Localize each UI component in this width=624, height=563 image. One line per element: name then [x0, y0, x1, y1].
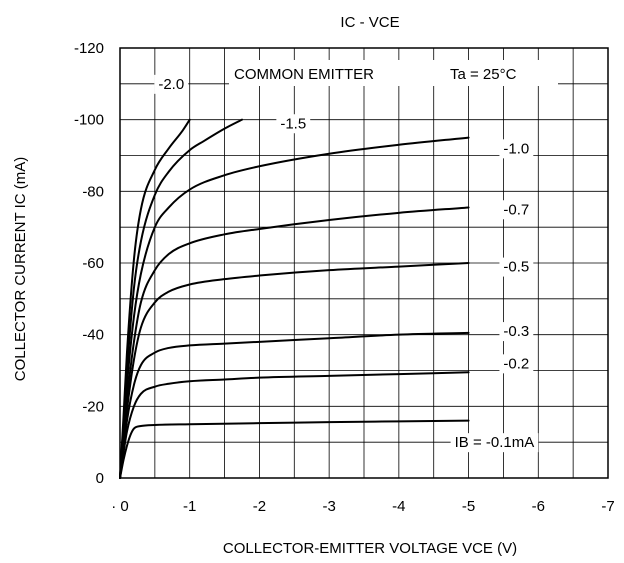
curve-label-2: -0.3: [503, 323, 529, 340]
curve-label-3: -0.5: [503, 259, 529, 276]
series-curve-7: [119, 118, 191, 479]
chart-title: IC - VCE: [340, 14, 399, 31]
y-axis-label: COLLECTOR CURRENT IC (mA): [12, 157, 29, 381]
x-tick-label: -5: [462, 498, 475, 515]
series-curve-0: [119, 419, 470, 479]
curve-label-backdrop: [499, 200, 534, 220]
curve-label-0: IB = -0.1mA: [455, 434, 535, 451]
curve-label-backdrop: [450, 433, 539, 453]
x-tick-label: -3: [322, 498, 335, 515]
curves: [119, 118, 470, 479]
curve-labels: IB = -0.1mA -0.2 -0.3 -0.5 -0.7 -1.0 -1.5 -2.0: [154, 74, 539, 453]
curve-label-backdrop: [154, 74, 189, 94]
plot-frame: [119, 47, 609, 479]
series-curve-3: [119, 262, 470, 479]
x-tick-label: -6: [532, 498, 545, 515]
curve-label-4: -0.7: [503, 201, 529, 218]
curve-label-6: -1.5: [280, 115, 306, 132]
x-tick-label: · 0: [111, 498, 129, 515]
grid: [120, 48, 608, 478]
curve-label-7: -2.0: [158, 76, 184, 93]
curve-label-backdrop: [276, 114, 311, 134]
curve-label-1: -0.2: [503, 355, 529, 372]
series-curve-4: [119, 206, 470, 479]
annotation-backdrop: [229, 60, 558, 86]
annotation-common-emitter: COMMON EMITTER: [234, 66, 374, 83]
annotation-temperature: Ta = 25°C: [450, 66, 517, 83]
x-tick-label: -7: [601, 498, 614, 515]
y-tick-label: -20: [82, 398, 104, 415]
y-tick-label: -80: [82, 183, 104, 200]
y-tick-label: -40: [82, 327, 104, 344]
curve-label-5: -1.0: [503, 140, 529, 157]
series-curve-1: [119, 371, 470, 479]
y-tick-label: -100: [74, 112, 104, 129]
tick-labels: · 0 -1 -2 -3 -4 -5 -6 -7 0 -20 -40 -60 -80 -100 -120: [74, 40, 615, 515]
series-curve-2: [119, 331, 470, 479]
curve-label-backdrop: [499, 354, 534, 374]
y-tick-label: -120: [74, 40, 104, 57]
x-tick-label: -4: [392, 498, 405, 515]
x-axis-label: COLLECTOR-EMITTER VOLTAGE VCE (V): [223, 540, 517, 557]
curve-label-backdrop: [499, 257, 534, 277]
annotations: COMMON EMITTER Ta = 25°C: [229, 60, 558, 86]
curve-label-backdrop: [499, 139, 534, 159]
curve-label-backdrop: [499, 322, 534, 342]
x-tick-label: -1: [183, 498, 196, 515]
x-tick-label: -2: [253, 498, 266, 515]
y-tick-label: 0: [96, 470, 104, 487]
y-tick-label: -60: [82, 255, 104, 272]
